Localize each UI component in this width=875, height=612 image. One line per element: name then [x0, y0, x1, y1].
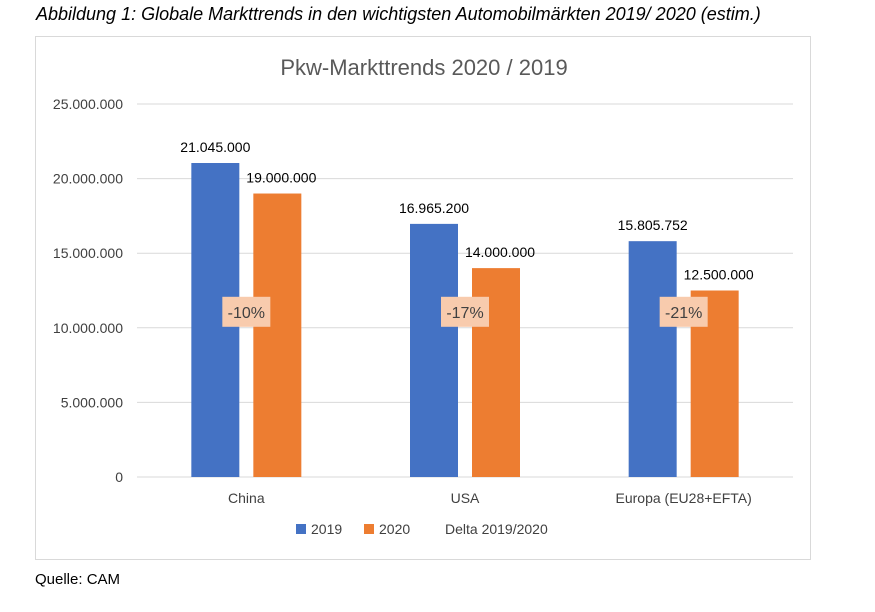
data-label-2019: 15.805.752	[618, 217, 688, 233]
y-tick-label: 10.000.000	[53, 320, 123, 336]
data-label-2019: 21.045.000	[180, 139, 250, 155]
x-tick-label: Europa (EU28+EFTA)	[616, 490, 752, 506]
data-label-2020: 14.000.000	[465, 244, 535, 260]
bar-2019	[410, 223, 458, 477]
legend-label-delta: Delta 2019/2020	[445, 521, 548, 537]
x-tick-label: USA	[451, 490, 480, 506]
data-label-2020: 19.000.000	[246, 170, 316, 186]
delta-label: -10%	[228, 305, 265, 322]
bar-chart: Pkw-Markttrends 2020 / 2019 0 5.000.000 10.…	[53, 55, 793, 537]
data-label-2019: 16.965.200	[399, 200, 469, 216]
legend-label-2020: 2020	[379, 521, 410, 537]
bar-2019	[628, 241, 677, 477]
delta-label-box	[659, 296, 708, 327]
y-tick-label: 25.000.000	[53, 96, 123, 112]
delta-label: -21%	[665, 305, 702, 322]
legend-label-2019: 2019	[311, 521, 342, 537]
source-note: Quelle: CAM	[35, 571, 121, 588]
y-tick-label: 15.000.000	[53, 245, 123, 261]
delta-label-box	[441, 296, 489, 327]
legend-swatch-2019	[296, 524, 306, 534]
y-tick-label: 20.000.000	[53, 171, 123, 187]
bar-2020	[253, 193, 302, 477]
chart-frame: Pkw-Markttrends 2020 / 2019 0 5.000.000 10.…	[35, 36, 811, 560]
delta-label: -17%	[446, 305, 483, 322]
y-tick-label: 0	[115, 469, 123, 485]
legend-swatch-2020	[364, 524, 374, 534]
figure-caption: Abbildung 1: Globale Markttrends in den …	[36, 4, 761, 24]
data-label-2020: 12.500.000	[684, 267, 754, 283]
x-tick-label: China	[228, 490, 265, 506]
chart-title: Pkw-Markttrends 2020 / 2019	[280, 55, 567, 80]
y-tick-label: 5.000.000	[61, 394, 123, 410]
delta-label-box	[222, 296, 271, 327]
